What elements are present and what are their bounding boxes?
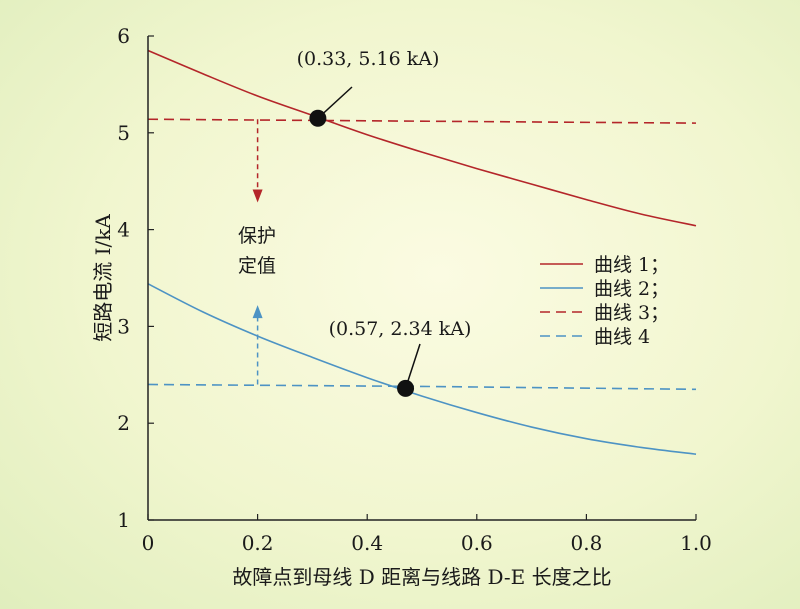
x-tick-label-2: 0.4 [351,531,383,555]
point-label-2: (0.57, 2.34 kA) [329,318,472,340]
series-line-2 [147,283,697,455]
legend-label-4: 曲线 4 [594,326,650,348]
series-line-1 [147,49,697,227]
axes [147,36,696,521]
legend-label-1: 曲线 1； [594,254,669,276]
y-axis-title: 短路电流 I/kA [91,214,115,342]
ticks: 0 0.2 0.4 0.6 0.8 1.0 1 2 3 4 5 6 [117,24,712,555]
y-tick-label-1: 2 [117,411,130,435]
series-line-3 [147,118,697,124]
legend: 曲线 1；曲线 2；曲线 3；曲线 4 [540,254,669,348]
x-tick-label-3: 0.6 [461,531,493,555]
protection-setting-label-line-1: 保护 [238,225,276,247]
intersection-point-1 [309,109,327,127]
protection-setting-label-line-2: 定值 [238,255,276,277]
y-tick-label-2: 3 [117,314,130,338]
y-tick-label-4: 5 [117,121,130,145]
x-axis-title: 故障点到母线 D 距离与线路 D-E 长度之比 [232,565,611,589]
y-tick-label-0: 1 [117,508,130,532]
legend-label-2: 曲线 2； [594,278,669,300]
x-tick-label-5: 1.0 [680,531,712,555]
x-tick-label-1: 0.2 [242,531,274,555]
point-label-1: (0.33, 5.16 kA) [297,48,440,70]
series-line-4 [147,383,697,391]
setting-arrow-head-1 [252,189,263,203]
setting-arrow-head-2 [252,305,263,319]
y-tick-label-5: 6 [117,24,130,48]
y-tick-label-3: 4 [117,218,130,242]
intersection-point-2 [397,379,415,397]
x-tick-label-4: 0.8 [570,531,602,555]
legend-label-3: 曲线 3； [594,302,669,324]
x-tick-label-0: 0 [142,531,155,555]
plot-content [147,49,697,455]
